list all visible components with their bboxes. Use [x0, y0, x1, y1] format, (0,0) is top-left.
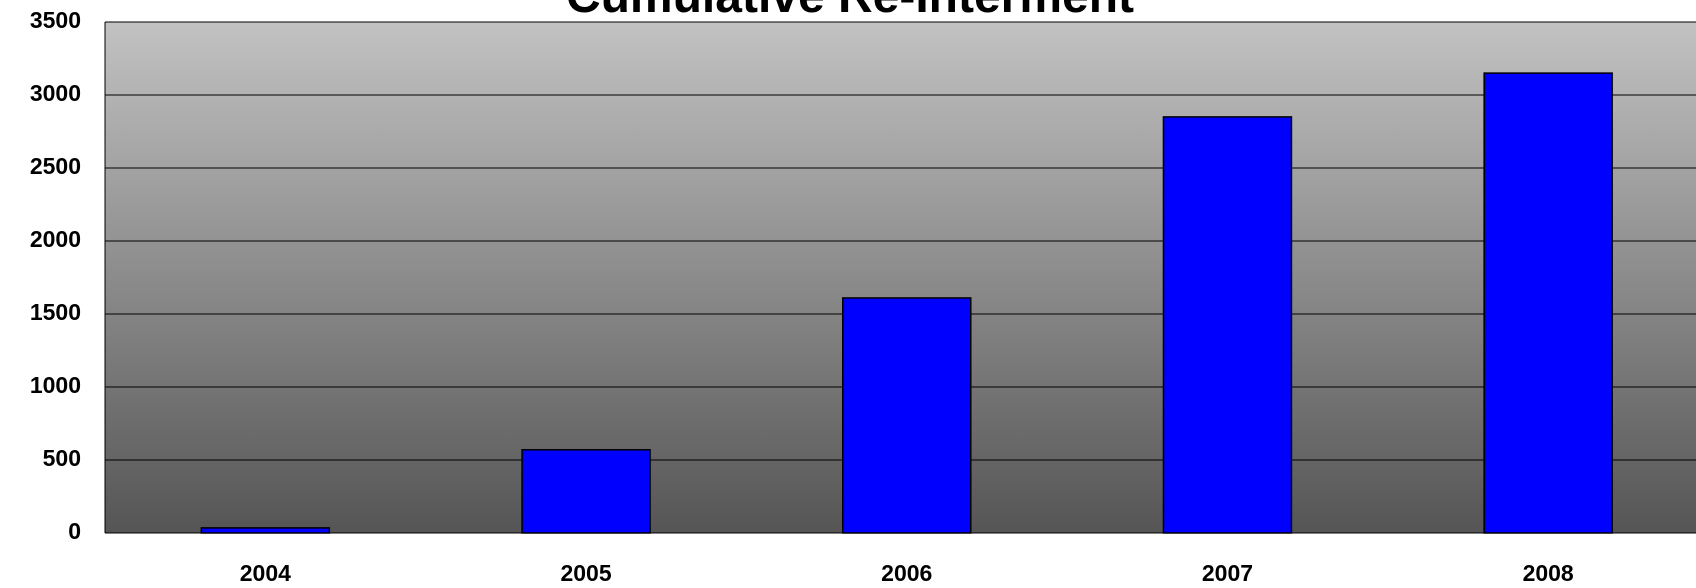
bar	[842, 297, 972, 534]
x-tick-label: 2005	[560, 560, 611, 586]
y-tick-label: 3000	[30, 80, 81, 106]
y-tick-label: 1000	[30, 372, 81, 398]
bar	[521, 449, 651, 534]
y-tick-label: 1500	[30, 299, 81, 325]
x-tick-label: 2008	[1523, 560, 1574, 586]
y-tick-label: 3500	[30, 7, 81, 33]
bar	[1483, 72, 1613, 534]
y-tick-label: 2000	[30, 226, 81, 252]
x-tick-label: 2007	[1202, 560, 1253, 586]
x-tick-label: 2006	[881, 560, 932, 586]
chart-title: Cumulative Re-Interment	[566, 0, 1134, 23]
y-tick-label: 0	[68, 518, 81, 544]
y-tick-label: 500	[43, 445, 81, 471]
bar	[200, 527, 331, 534]
bar	[1162, 116, 1293, 534]
y-tick-label: 2500	[30, 153, 81, 179]
x-tick-label: 2004	[240, 560, 291, 586]
